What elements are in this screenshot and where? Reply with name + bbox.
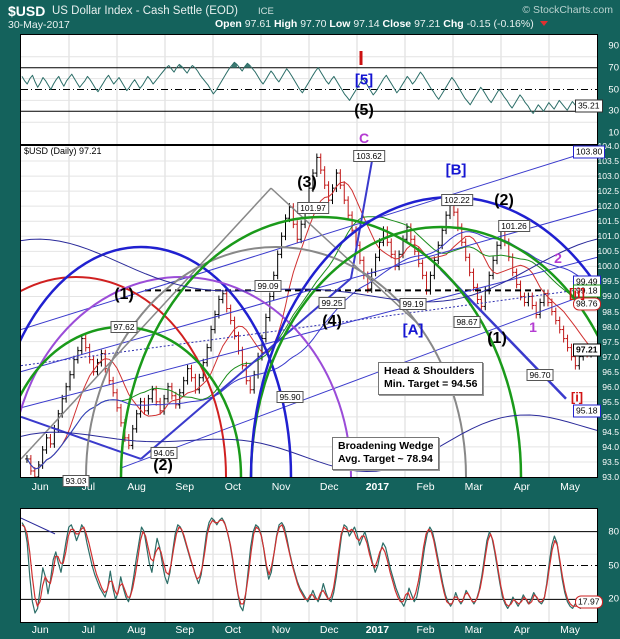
x-axis-label-apr: Apr <box>513 624 531 636</box>
price-tick: 97.0 <box>602 351 619 362</box>
x-axis-label-feb: Feb <box>416 481 435 493</box>
price-tick: 101.5 <box>597 216 619 227</box>
chg-label: Chg <box>443 18 464 30</box>
price-tick: 93.0 <box>602 472 619 482</box>
stoch-tick-50: 50 <box>608 560 619 571</box>
rsi-tick-50: 50 <box>608 84 619 95</box>
price-tick: 94.5 <box>602 426 619 437</box>
x-axis-label-nov: Nov <box>271 624 291 636</box>
low-value: 97.14 <box>353 18 380 30</box>
chart-legend: $USD (Daily) 97.21 <box>22 146 104 156</box>
price-tick: 95.0 <box>602 411 619 422</box>
stoch-tick-80: 80 <box>608 526 619 538</box>
x-axis-label-dec: Dec <box>319 481 339 493</box>
x-axis-label-mar: Mar <box>464 624 483 636</box>
x-axis-label-aug: Aug <box>127 624 146 636</box>
price-tick: 103.5 <box>597 156 619 167</box>
price-tick: 102.5 <box>597 186 619 197</box>
open-label: Open <box>215 18 242 30</box>
rsi-panel <box>20 34 598 145</box>
x-axis-label-jun: Jun <box>31 624 49 636</box>
x-axis-label-oct: Oct <box>224 624 242 636</box>
chg-value: -0.15 (-0.16%) <box>466 18 534 30</box>
price-axis-marker: 98.76 <box>573 297 601 311</box>
price-axis-marker: 99.18 <box>573 284 601 298</box>
rsi-tick-30: 30 <box>608 105 619 117</box>
price-tick: 99.0 <box>602 291 619 302</box>
close-value: 97.21 <box>414 18 441 30</box>
x-axis-label-nov: Nov <box>271 481 291 493</box>
price-tick: 98.0 <box>602 321 619 332</box>
rsi-tick-10: 10 <box>608 127 619 139</box>
low-label: Low <box>329 18 351 30</box>
x-axis-label-jun: Jun <box>31 481 49 493</box>
x-axis-label-feb: Feb <box>416 624 435 636</box>
close-label: Close <box>382 18 412 30</box>
rsi-axis: 90 70 50 30 10 35.21 <box>575 34 620 145</box>
price-tick: 102.0 <box>597 201 619 212</box>
x-axis-label-2017: 2017 <box>365 624 390 636</box>
x-axis-label-aug: Aug <box>127 481 146 493</box>
ohlc-quote-bar: Open 97.61 High 97.70 Low 97.14 Close 97… <box>215 18 548 30</box>
x-axis-label-may: May <box>560 624 580 636</box>
x-axis-main: Jun Jul Aug Sep Oct Nov Dec 2017 Feb Mar Apr May <box>20 478 598 499</box>
high-label: High <box>273 18 298 30</box>
price-tick: 93.5 <box>602 456 619 467</box>
chart-header: $USD US Dollar Index - Cash Settle (EOD)… <box>0 0 620 34</box>
price-tick: 101.0 <box>597 231 619 242</box>
price-plot <box>21 146 597 477</box>
x-axis-label-sep: Sep <box>175 624 195 636</box>
exchange-label: ICE <box>258 6 274 17</box>
stoch-value-pill: 17.97 <box>575 595 603 609</box>
rsi-tick-90: 90 <box>608 40 619 52</box>
price-tick: 94.0 <box>602 441 619 452</box>
price-tick: 95.5 <box>602 396 619 407</box>
price-tick: 104.0 <box>597 141 619 151</box>
price-tick: 98.5 <box>602 306 619 317</box>
stoch-tick-20: 20 <box>608 593 619 605</box>
price-axis-marker: 103.80 <box>573 145 606 159</box>
rsi-plot <box>21 35 597 144</box>
price-tick: 96.0 <box>602 381 619 392</box>
symbol-name: US Dollar Index - Cash Settle (EOD) <box>52 5 238 17</box>
open-value: 97.61 <box>244 18 272 30</box>
rsi-tick-70: 70 <box>608 62 619 74</box>
price-tick: 97.5 <box>602 336 619 347</box>
x-axis-label-jul: Jul <box>81 624 96 636</box>
price-tick: 103.0 <box>597 171 619 182</box>
price-axis: 104.0 103.5 103.0 102.5 102.0 101.5 101.0 100.5… <box>573 141 620 482</box>
high-value: 97.70 <box>300 18 327 30</box>
stochastic-axis: 80 50 20 17.97 <box>575 508 620 623</box>
price-tick: 100.0 <box>597 261 619 272</box>
price-tick: 96.5 <box>602 366 619 377</box>
x-axis-label-2017: 2017 <box>365 481 390 493</box>
price-tick: 99.5 <box>602 276 619 287</box>
price-panel <box>20 145 598 478</box>
x-axis-label-apr: Apr <box>513 481 531 493</box>
stochastic-plot <box>21 509 597 622</box>
stockcharts-brand: © StockCharts.com <box>522 4 613 16</box>
quote-date: 30-May-2017 <box>8 19 70 31</box>
price-axis-marker: 97.21 <box>573 343 601 357</box>
x-axis-label-sep: Sep <box>175 481 195 493</box>
x-axis-label-oct: Oct <box>224 481 242 493</box>
symbol-ticker: $USD <box>8 3 46 19</box>
price-axis-marker: 95.18 <box>573 404 601 418</box>
down-triangle-icon <box>539 21 548 26</box>
x-axis-bottom: Jun Jul Aug Sep Oct Nov Dec 2017 Feb Mar Apr May <box>20 623 598 639</box>
stochastic-panel <box>20 508 598 623</box>
x-axis-label-dec: Dec <box>319 624 339 636</box>
x-axis-label-jul: Jul <box>81 481 96 493</box>
x-axis-label-mar: Mar <box>464 481 483 493</box>
rsi-value-pill: 35.21 <box>575 99 603 113</box>
x-axis-label-may: May <box>560 481 580 493</box>
price-tick: 100.5 <box>597 246 619 257</box>
